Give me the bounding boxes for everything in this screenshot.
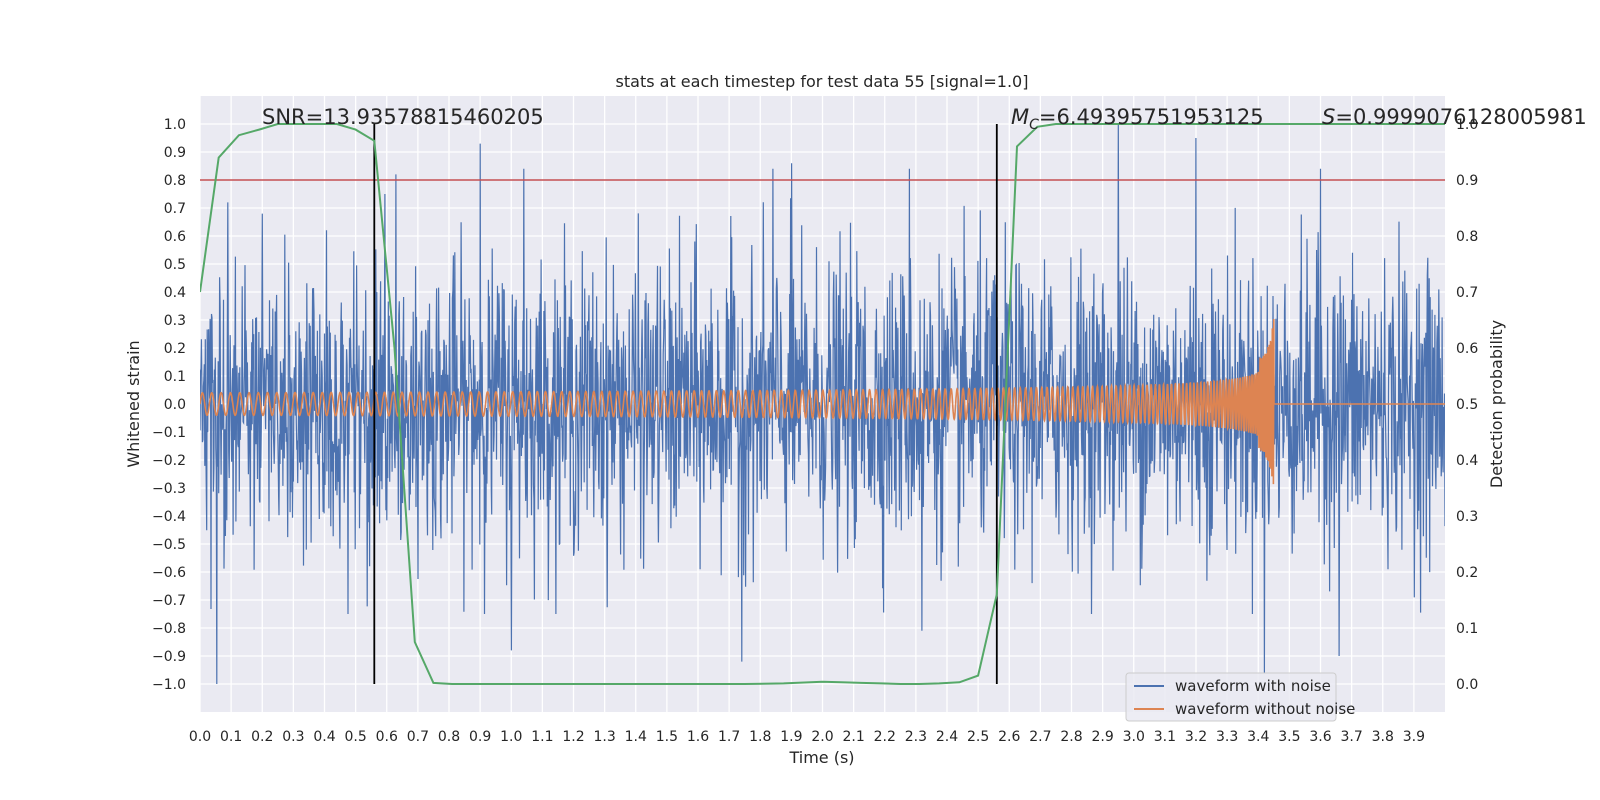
score-annotation: S=0.9999076128005981	[1322, 105, 1587, 129]
y-left-tick-label: −0.1	[152, 425, 186, 441]
series-waveform-with-noise	[200, 123, 1445, 685]
x-tick-label: 1.2	[562, 729, 584, 745]
x-tick-label: 1.9	[780, 729, 802, 745]
legend: waveform with noise waveform without noi…	[1125, 672, 1355, 722]
x-tick-label: 2.8	[1060, 729, 1082, 745]
y-right-tick-label: 0.1	[1456, 621, 1478, 637]
x-tick-label: 3.0	[1123, 729, 1145, 745]
x-axis: 0.0 0.1 0.2 0.3 0.4 0.5 0.6 0.7 0.8 0.9 1.0 1.1 1.2 1…	[189, 729, 1425, 745]
y-left-tick-label: 0.8	[164, 173, 186, 189]
y-left-tick-label: −0.3	[152, 481, 186, 497]
chart-title: stats at each timestep for test data 55 …	[616, 72, 1029, 91]
overlay-layer	[200, 123, 1445, 685]
x-tick-label: 2.3	[905, 729, 927, 745]
y-left-tick-label: −0.7	[152, 593, 186, 609]
x-tick-label: 0.6	[376, 729, 398, 745]
y-left-tick-label: 0.3	[164, 313, 186, 329]
series-detection-probability	[200, 123, 1445, 685]
y-axis-right-label: Detection probability	[1487, 320, 1506, 488]
score-value: =0.9999076128005981	[1335, 105, 1586, 129]
y-left-tick-label: 0.1	[164, 369, 186, 385]
y-right-tick-label: 0.4	[1456, 453, 1478, 469]
x-tick-label: 1.5	[656, 729, 678, 745]
x-tick-label: 0.0	[189, 729, 211, 745]
x-tick-label: 2.0	[811, 729, 833, 745]
x-tick-label: 0.1	[220, 729, 242, 745]
series-layer	[200, 123, 1445, 685]
x-tick-label: 3.9	[1403, 729, 1425, 745]
x-tick-label: 1.8	[749, 729, 771, 745]
y-left-tick-label: 0.6	[164, 229, 186, 245]
chirp-mass-value: =6.49395751953125	[1039, 105, 1264, 129]
series-waveform-without-noise	[200, 318, 1445, 485]
x-tick-label: 2.7	[1029, 729, 1051, 745]
legend-box	[1125, 672, 1337, 722]
snr-annotation: SNR=13.93578815460205	[262, 105, 544, 129]
y-left-tick-label: 0.5	[164, 257, 186, 273]
x-tick-label: 3.1	[1154, 729, 1176, 745]
legend-label-clean: waveform without noise	[1175, 700, 1355, 718]
y-right-tick-label: 0.5	[1456, 397, 1478, 413]
y-left-tick-label: −1.0	[152, 677, 186, 693]
x-tick-label: 0.9	[469, 729, 491, 745]
x-tick-label: 1.4	[625, 729, 647, 745]
y-left-tick-label: 0.7	[164, 201, 186, 217]
x-tick-label: 1.3	[593, 729, 615, 745]
x-tick-label: 1.7	[718, 729, 740, 745]
x-tick-label: 2.6	[998, 729, 1020, 745]
y-right-tick-label: 0.2	[1456, 565, 1478, 581]
x-tick-label: 2.2	[874, 729, 896, 745]
x-tick-label: 0.3	[282, 729, 304, 745]
x-tick-label: 0.8	[438, 729, 460, 745]
x-tick-label: 3.8	[1372, 729, 1394, 745]
x-tick-label: 0.7	[407, 729, 429, 745]
y-axis-left: 1.0 0.9 0.8 0.7 0.6 0.5 0.4 0.3 0.2 0.1 0.0 −0.1 −0.…	[152, 117, 186, 693]
x-tick-label: 2.4	[936, 729, 958, 745]
x-tick-label: 3.3	[1216, 729, 1238, 745]
x-tick-label: 3.6	[1309, 729, 1331, 745]
y-right-tick-label: 0.3	[1456, 509, 1478, 525]
chirp-mass-annotation: MC=6.49395751953125	[1011, 105, 1264, 133]
y-left-tick-label: 0.9	[164, 145, 186, 161]
x-tick-label: 0.4	[313, 729, 335, 745]
x-tick-label: 1.0	[500, 729, 522, 745]
x-tick-label: 0.2	[251, 729, 273, 745]
x-tick-label: 2.5	[967, 729, 989, 745]
x-tick-label: 1.1	[531, 729, 553, 745]
y-left-tick-label: 0.0	[164, 397, 186, 413]
y-left-tick-label: −0.2	[152, 453, 186, 469]
chirp-mass-subscript: C	[1029, 117, 1039, 133]
x-tick-label: 3.2	[1185, 729, 1207, 745]
x-tick-label: 1.6	[687, 729, 709, 745]
y-right-tick-label: 0.8	[1456, 229, 1478, 245]
y-left-tick-label: 0.4	[164, 285, 186, 301]
y-left-tick-label: −0.5	[152, 537, 186, 553]
x-axis-label: Time (s)	[788, 748, 854, 767]
x-tick-label: 3.7	[1340, 729, 1362, 745]
y-axis-left-label: Whitened strain	[124, 340, 143, 467]
y-left-tick-label: 1.0	[164, 117, 186, 133]
y-axis-right: 1.0 0.9 0.8 0.7 0.6 0.5 0.4 0.3 0.2 0.1 0.0	[1456, 117, 1478, 693]
y-right-tick-label: 1.0	[1456, 117, 1478, 133]
y-right-tick-label: 0.0	[1456, 677, 1478, 693]
y-left-tick-label: −0.6	[152, 565, 186, 581]
x-tick-label: 2.9	[1091, 729, 1113, 745]
x-tick-label: 0.5	[344, 729, 366, 745]
y-left-tick-label: −0.9	[152, 649, 186, 665]
legend-label-noisy: waveform with noise	[1175, 677, 1331, 695]
x-tick-label: 2.1	[842, 729, 864, 745]
y-left-tick-label: −0.8	[152, 621, 186, 637]
y-left-tick-label: 0.2	[164, 341, 186, 357]
chirp-mass-symbol: M	[1011, 105, 1029, 129]
x-tick-label: 3.5	[1278, 729, 1300, 745]
y-right-tick-label: 0.9	[1456, 173, 1478, 189]
y-left-tick-label: −0.4	[152, 509, 186, 525]
score-symbol: S	[1322, 105, 1335, 129]
y-right-tick-label: 0.7	[1456, 285, 1478, 301]
x-tick-label: 3.4	[1247, 729, 1269, 745]
y-right-tick-label: 0.6	[1456, 341, 1478, 357]
